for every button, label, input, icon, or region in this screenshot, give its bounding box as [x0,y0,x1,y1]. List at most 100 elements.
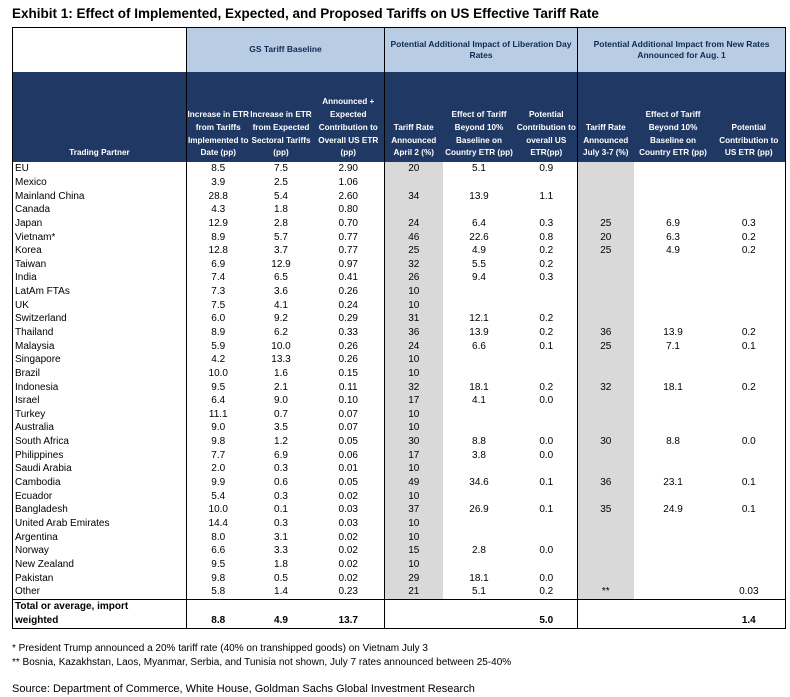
cell-sect: 6.5 [274,272,288,284]
cell-apr-contrib [516,517,578,531]
total-contrib: 13.7 [338,614,358,626]
cell-jul-contrib [713,312,786,326]
cell-apr-contrib: 0.0 [539,395,554,407]
cell-impl: 2.0 [186,462,250,476]
cell-sect: 0.3 [274,490,288,502]
group-header-row: GS Tariff Baseline Potential Additional … [12,27,786,72]
cell-apr-effect: 9.4 [472,272,486,284]
cell-partner: EU [15,163,29,175]
cell-apr-contrib: 0.2 [539,586,554,598]
table-row: Indonesia 9.5 2.1 0.11 32 18.1 0.2 32 18.1 0.2 [13,380,786,394]
total-spacer [442,598,516,614]
cell-sect: 3.5 [274,422,288,434]
cell-jul-rate [577,571,634,585]
cell-impl: 5.8 [186,584,250,599]
cell-impl: 5.9 [186,339,250,353]
cell-apr-effect: 8.8 [472,436,486,448]
group-header-liberation: Potential Additional Impact of Liberatio… [383,27,578,72]
cell-apr-effect [443,298,516,312]
cell-apr-contrib: 0.2 [539,327,554,338]
cell-contrib: 0.02 [338,558,358,570]
cell-jul-rate [577,189,634,203]
cell-apr-rate: 10 [384,489,443,504]
cell-jul-rate [577,257,634,272]
cell-apr-effect [443,517,516,531]
cell-apr-effect: 12.1 [469,313,489,325]
cell-partner: Mainland China [15,190,85,202]
cell-apr-contrib [516,203,578,217]
column-header-jul-contrib: Potential Contribution to US ETR (pp) [712,72,786,162]
total-spacer [634,614,713,629]
cell-jul-rate [577,557,634,572]
cell-partner: Taiwan [15,258,47,270]
cell-impl: 3.9 [186,175,250,190]
table-row: Korea 12.8 3.7 0.77 25 4.9 0.2 25 4.9 0.2 [13,243,786,258]
cell-jul-rate: 25 [577,243,634,258]
cell-impl: 6.9 [186,257,250,272]
total-spacer [384,613,443,628]
cell-partner: Canada [15,204,51,216]
cell-partner: Bangladesh [15,504,68,516]
cell-jul-contrib [713,530,786,544]
cell-apr-rate [384,175,443,190]
cell-impl: 7.3 [186,284,250,299]
cell-jul-effect [634,571,713,585]
cell-apr-contrib [516,421,578,435]
table-row: Mexico 3.9 2.5 1.06 [13,175,786,190]
cell-partner: Australia [15,422,54,434]
cell-jul-contrib [713,285,786,299]
cell-jul-contrib: 0.3 [741,217,756,229]
cell-apr-effect: 4.1 [472,395,486,407]
cell-jul-effect [634,448,713,462]
cell-sect: 13.3 [271,354,291,366]
cell-apr-rate: 34 [384,189,443,203]
table-row: Canada 4.3 1.8 0.80 [13,202,786,217]
cell-jul-contrib: 0.2 [741,231,756,243]
cell-apr-effect [443,353,516,367]
cell-apr-effect: 26.9 [469,504,489,516]
cell-apr-rate: 10 [384,407,443,422]
cell-contrib: 0.02 [338,490,358,502]
tariff-table-container: GS Tariff Baseline Potential Additional … [12,27,787,629]
cell-apr-rate: 10 [384,284,443,299]
cell-apr-effect: 34.6 [469,477,489,489]
table-row: Pakistan 9.8 0.5 0.02 29 18.1 0.0 [13,571,786,585]
cell-jul-effect: 6.3 [666,231,680,243]
cell-apr-effect: 18.1 [469,572,489,584]
cell-jul-effect [634,285,713,299]
cell-jul-rate [577,202,634,217]
cell-contrib: 0.41 [338,272,358,284]
cell-contrib: 2.90 [338,163,358,175]
cell-apr-rate: 21 [384,584,443,599]
column-header-row: Trading Partner Increase in ETR from Tar… [12,72,786,162]
cell-jul-effect [634,408,713,422]
cell-apr-contrib: 0.1 [539,477,554,489]
cell-jul-rate [577,543,634,558]
cell-apr-effect [443,462,516,476]
table-row: Singapore 4.2 13.3 0.26 10 [13,352,786,367]
table-row: Norway 6.6 3.3 0.02 15 2.8 0.0 [13,543,786,558]
cell-sect: 0.3 [274,463,288,475]
cell-jul-effect [634,176,713,190]
cell-apr-contrib: 0.0 [539,572,554,584]
cell-contrib: 0.23 [338,586,358,598]
cell-apr-rate: 24 [384,339,443,353]
cell-contrib: 0.29 [338,313,358,325]
cell-impl: 11.1 [186,407,250,422]
cell-jul-effect [634,271,713,285]
cell-jul-rate [577,366,634,381]
cell-contrib: 1.06 [338,176,358,188]
cell-jul-effect [634,558,713,572]
cell-sect: 0.7 [274,408,288,420]
cell-jul-contrib [713,571,786,585]
cell-apr-rate: 10 [384,352,443,367]
cell-impl: 9.8 [186,571,250,585]
cell-jul-effect [634,585,713,599]
cell-apr-contrib: 1.1 [539,190,554,202]
cell-contrib: 0.77 [338,245,358,257]
cell-apr-effect: 6.4 [472,217,486,229]
cell-jul-effect: 8.8 [666,436,680,448]
table-row: Saudi Arabia 2.0 0.3 0.01 10 [13,462,786,476]
cell-impl: 8.5 [186,162,250,176]
cell-jul-rate [577,298,634,313]
